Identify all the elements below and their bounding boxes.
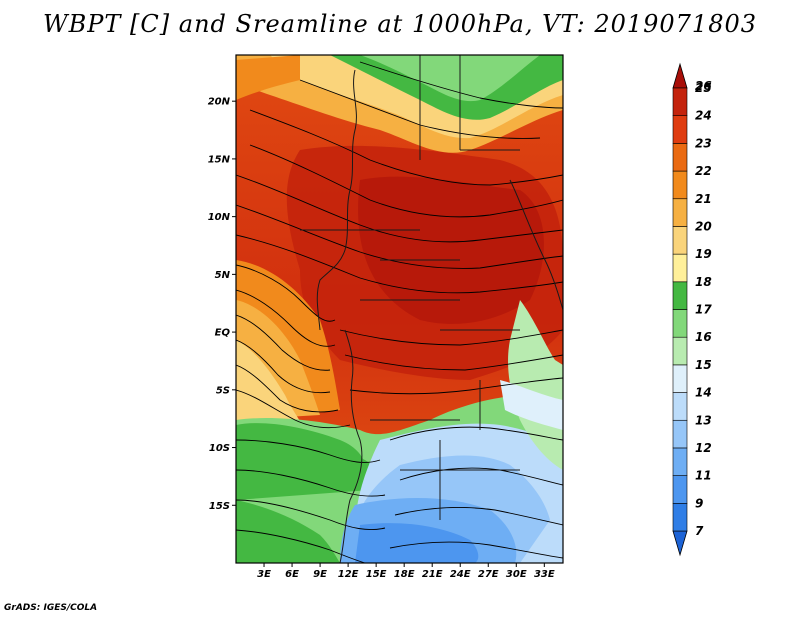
colorbar-bin bbox=[672, 87, 688, 116]
lat-tick-label: EQ bbox=[215, 328, 231, 339]
colorbar-bin bbox=[672, 447, 688, 476]
colorbar-label: 11 bbox=[695, 469, 712, 483]
lon-tick-label: 3E bbox=[257, 569, 271, 580]
lon-tick-label: 12E bbox=[338, 569, 359, 580]
lon-tick-label: 33E bbox=[534, 569, 555, 580]
colorbar-bin bbox=[672, 364, 688, 393]
lon-tick-label: 21E bbox=[422, 569, 443, 580]
colorbar-bin bbox=[672, 392, 688, 421]
lon-tick-label: 24E bbox=[450, 569, 471, 580]
lon-tick-label: 9E bbox=[313, 569, 327, 580]
colorbar-label: 13 bbox=[695, 413, 712, 427]
colorbar-label: 24 bbox=[695, 109, 712, 123]
colorbar-label: 7 bbox=[695, 524, 704, 538]
colorbar-label: 9 bbox=[695, 496, 703, 510]
latitude-axis: 20N 15N 10N 5N EQ 5S 10S 15S bbox=[208, 97, 236, 512]
lat-tick-label: 15S bbox=[209, 501, 230, 512]
colorbar-label: 20 bbox=[695, 219, 712, 233]
colorbar-bin bbox=[672, 198, 688, 227]
map-frame bbox=[235, 54, 564, 564]
wbpt-field bbox=[236, 55, 563, 563]
colorbar-label: 26 bbox=[695, 79, 712, 93]
lat-tick-label: 5N bbox=[215, 270, 231, 281]
colorbar-label: 17 bbox=[695, 303, 712, 317]
colorbar-label: 15 bbox=[695, 358, 712, 372]
longitude-axis: 3E 6E 9E 12E 15E 18E 21E 24E 27E 30E 33E bbox=[257, 563, 555, 580]
colorbar-label: 18 bbox=[695, 275, 712, 289]
colorbar-bin bbox=[672, 475, 688, 504]
colorbar-bin bbox=[672, 143, 688, 172]
colorbar-label: 21 bbox=[695, 192, 712, 206]
colorbar-bin bbox=[672, 309, 688, 338]
colorbar-bin bbox=[672, 336, 688, 366]
lon-tick-label: 18E bbox=[394, 569, 415, 580]
colorbar-label: 16 bbox=[695, 330, 712, 344]
colorbar-label: 22 bbox=[695, 164, 712, 178]
lat-tick-label: 10N bbox=[208, 212, 231, 223]
lon-tick-label: 6E bbox=[285, 569, 299, 580]
colorbar-bin bbox=[672, 419, 688, 449]
footer-credit: GrADS: IGES/COLA bbox=[4, 603, 98, 613]
country-borders bbox=[300, 55, 563, 563]
chart-title: WBPT [C] and Sreamline at 1000hPa, VT: 2… bbox=[42, 10, 758, 38]
colorbar-label: 14 bbox=[695, 386, 712, 400]
lon-tick-label: 15E bbox=[366, 569, 387, 580]
lon-tick-label: 30E bbox=[506, 569, 527, 580]
colorbar-bin bbox=[672, 281, 688, 310]
colorbar-bin bbox=[672, 253, 688, 283]
colorbar-label: 12 bbox=[695, 441, 712, 455]
colorbar-label: 19 bbox=[695, 247, 712, 261]
lat-tick-label: 5S bbox=[216, 385, 230, 396]
lat-tick-label: 10S bbox=[209, 443, 230, 454]
colorbar-label: 25 bbox=[695, 81, 712, 95]
colorbar-bin bbox=[672, 170, 688, 200]
lat-tick-label: 20N bbox=[208, 97, 231, 108]
streamlines bbox=[236, 61, 563, 563]
colorbar-label: 23 bbox=[695, 136, 712, 150]
lat-tick-label: 15N bbox=[208, 154, 231, 165]
colorbar-top-arrow bbox=[672, 62, 688, 89]
lon-tick-label: 27E bbox=[478, 569, 499, 580]
colorbar-bin bbox=[672, 115, 688, 144]
colorbar-bin bbox=[672, 226, 688, 255]
colorbar-bin bbox=[672, 503, 688, 532]
colorbar-bottom-arrow bbox=[672, 530, 688, 557]
